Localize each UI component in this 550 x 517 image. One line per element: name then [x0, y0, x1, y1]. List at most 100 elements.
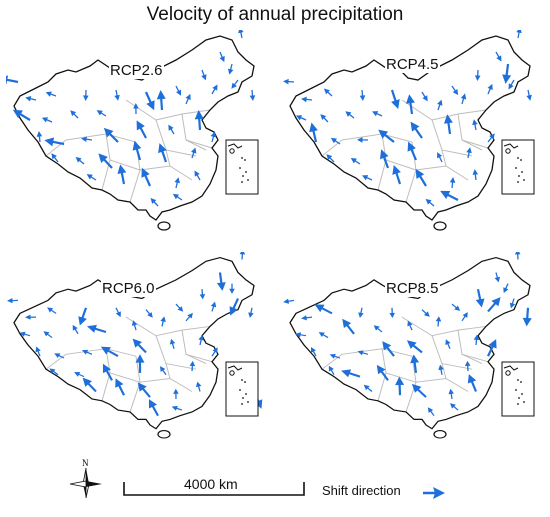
- shift-arrow-head: [169, 338, 176, 345]
- panel-label: RCP2.6: [109, 62, 164, 79]
- province-boundary: [431, 335, 447, 379]
- shift-arrow-head: [342, 318, 352, 329]
- shift-arrow-head: [407, 320, 413, 327]
- shift-arrow-head: [341, 369, 352, 378]
- province-boundary: [415, 165, 469, 181]
- hainan-island: [433, 221, 447, 231]
- shift-arrow-head: [229, 288, 235, 294]
- shift-arrow-head: [509, 302, 516, 309]
- hainan-island: [433, 430, 447, 439]
- shift-arrow-head: [100, 346, 111, 355]
- shift-arrow-head: [406, 94, 415, 104]
- panel-label: RCP4.5: [385, 56, 440, 73]
- shift-arrow-head: [462, 312, 468, 318]
- south-china-sea-inset: [501, 361, 535, 417]
- shift-arrow-head: [147, 312, 153, 318]
- shift-arrow-head: [422, 95, 428, 102]
- shift-arrow-head: [464, 360, 471, 367]
- shift-arrow-head: [427, 407, 434, 413]
- shift-arrow-head: [6, 75, 9, 85]
- shift-arrow-head: [488, 339, 497, 349]
- shift-arrow-head: [150, 197, 157, 204]
- shift-arrow-head: [156, 90, 166, 100]
- shift-arrow-head: [502, 74, 512, 84]
- province-boundary: [431, 119, 447, 167]
- shift-arrow-head: [445, 339, 451, 345]
- shift-arrow-head: [229, 306, 238, 316]
- shift-arrow-head: [437, 152, 443, 159]
- shift-arrow-head: [410, 354, 420, 364]
- shift-arrow-head: [448, 388, 455, 395]
- province-boundary: [65, 348, 137, 357]
- shift-arrow-head: [137, 382, 147, 392]
- shift-arrow-head: [54, 353, 61, 359]
- shift-arrow-head: [494, 276, 501, 283]
- shift-arrow-head: [487, 83, 493, 91]
- shift-arrow-head: [472, 169, 479, 175]
- shift-arrow-head: [212, 347, 218, 354]
- shift-arrow-head: [249, 95, 256, 101]
- shift-arrow-head: [438, 364, 444, 371]
- shift-arrow-head: [227, 68, 234, 75]
- shift-arrow-head: [35, 346, 41, 353]
- province-boundary: [139, 377, 193, 392]
- shift-arrow-head: [295, 115, 303, 121]
- province-boundary: [165, 363, 197, 370]
- shift-arrow-head: [191, 147, 197, 154]
- shift-arrow-head: [83, 95, 89, 101]
- shift-arrow-head: [301, 315, 307, 321]
- shift-arrow-shaft: [6, 78, 19, 84]
- shift-arrow-head: [475, 298, 485, 308]
- shift-arrow-head: [174, 177, 180, 184]
- province-boundary: [109, 159, 141, 171]
- province-boundary: [65, 133, 137, 143]
- shift-arrow-head: [466, 147, 472, 154]
- shift-arrow-head: [212, 84, 218, 91]
- shift-arrow-head: [389, 312, 395, 319]
- shift-arrow-head: [248, 312, 254, 318]
- shift-arrow-head: [177, 306, 184, 312]
- south-china-sea-inset: [501, 139, 535, 195]
- shift-arrow-head: [358, 312, 364, 318]
- shift-arrow-head: [454, 305, 461, 311]
- shift-arrow-head: [146, 100, 155, 111]
- shift-arrow-head: [86, 174, 93, 180]
- shift-arrow-head: [78, 316, 87, 326]
- shift-arrow-head: [410, 121, 420, 132]
- china-map: [283, 252, 535, 439]
- south-china-sea-inset: [225, 139, 259, 195]
- province-boundary: [341, 133, 413, 143]
- shift-arrow-head: [372, 111, 379, 117]
- shift-arrow-head: [198, 334, 204, 341]
- panel-label: RCP8.5: [385, 280, 440, 297]
- shift-arrow-head: [472, 119, 478, 126]
- shift-arrow-head: [194, 110, 204, 120]
- province-boundary: [155, 325, 211, 337]
- shift-arrow-head: [25, 314, 31, 320]
- country-border: [13, 35, 255, 221]
- shift-arrow-head: [231, 82, 237, 89]
- shift-arrow-head: [437, 99, 443, 106]
- map-panel-rcp26: RCP2.6: [6, 30, 268, 240]
- province-boundary: [441, 363, 473, 370]
- shift-arrow-head: [132, 140, 142, 151]
- china-map: [283, 30, 535, 231]
- shift-arrow-head: [391, 99, 400, 110]
- shift-arrow-head: [115, 378, 124, 388]
- shift-arrow-head: [357, 350, 364, 356]
- province-boundary: [125, 316, 157, 337]
- shift-arrow-head: [407, 141, 416, 152]
- province-boundary: [385, 159, 417, 171]
- shift-arrow-head: [238, 30, 244, 34]
- province-boundary: [155, 335, 171, 379]
- shift-arrow-head: [395, 376, 405, 386]
- shift-arrow-head: [460, 93, 467, 100]
- shift-arrow-head: [311, 347, 316, 353]
- shift-arrow-head: [158, 143, 167, 154]
- shift-arrow-head: [357, 137, 363, 143]
- shift-arrow-head: [216, 282, 226, 291]
- shift-arrow-head: [503, 287, 509, 294]
- shift-arrow-head: [103, 127, 114, 138]
- shift-arrow-head: [172, 193, 180, 200]
- province-boundary: [461, 353, 489, 363]
